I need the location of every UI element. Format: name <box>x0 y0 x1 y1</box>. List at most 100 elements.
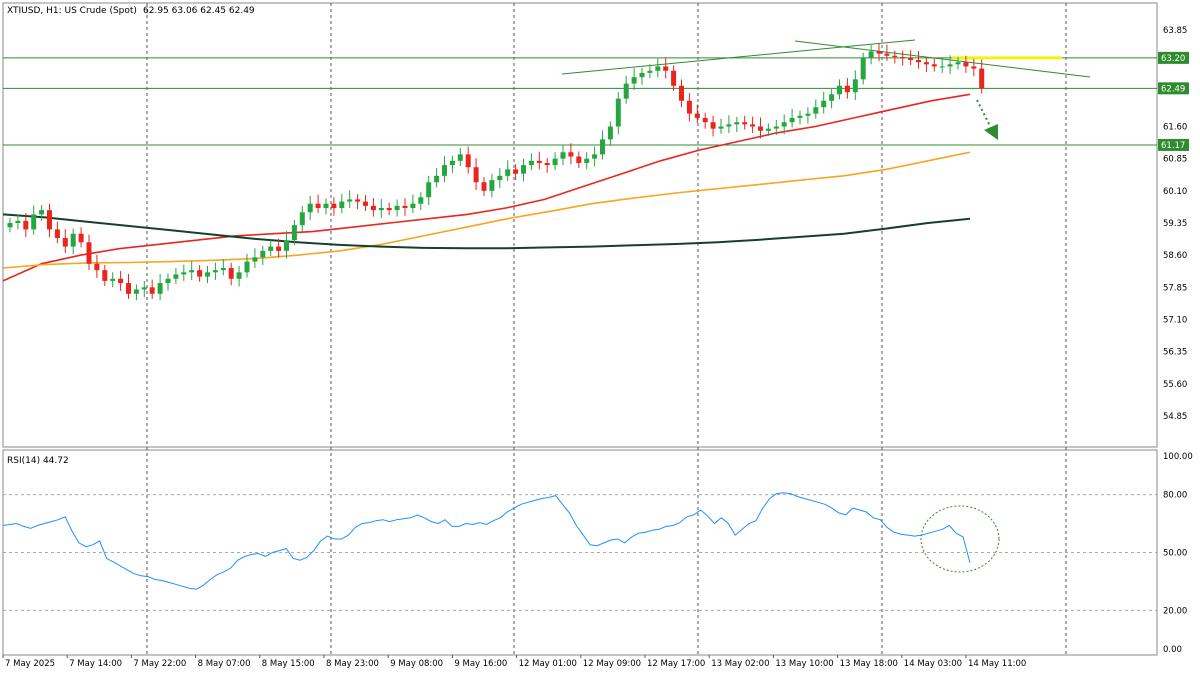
candle-body <box>331 203 337 208</box>
candle-body <box>355 199 361 202</box>
candle-body <box>173 274 179 279</box>
rsi-axis-label: 50.00 <box>1163 549 1187 559</box>
candle-body <box>916 60 921 63</box>
candle-body <box>23 220 29 230</box>
candle-body <box>473 167 479 183</box>
candle-body <box>7 223 13 228</box>
price-axis-label: 57.85 <box>1163 283 1187 293</box>
candle-body <box>70 233 76 247</box>
candle-body <box>165 278 171 284</box>
candle-body <box>789 117 795 123</box>
candle-body <box>284 240 289 251</box>
resistance-highlight <box>952 56 1062 60</box>
candle-body <box>860 57 866 80</box>
candle-body <box>323 203 329 208</box>
candle-body <box>900 57 906 59</box>
time-axis-label: 8 May 07:00 <box>198 659 251 669</box>
price-axis-label: 54.85 <box>1163 412 1187 422</box>
candle-body <box>710 122 716 129</box>
candle-body <box>307 203 313 213</box>
candle-body <box>315 203 321 208</box>
time-axis-label: 8 May 23:00 <box>326 659 379 669</box>
candle-body <box>679 85 684 101</box>
ema-orange-line <box>2 151 971 269</box>
candle-body <box>189 270 195 273</box>
candle-body <box>821 100 827 108</box>
time-axis-label: 13 May 10:00 <box>775 659 833 669</box>
candle-body <box>600 139 605 155</box>
candle-body <box>639 72 645 78</box>
candle-body <box>465 154 471 168</box>
candle-body <box>157 283 163 294</box>
price-tag-support: 61.17 <box>1161 141 1185 151</box>
candle-body <box>963 62 969 67</box>
candle-body <box>513 169 519 174</box>
candle-body <box>726 124 732 127</box>
candle-body <box>536 160 542 163</box>
time-axis-label: 14 May 11:00 <box>968 659 1026 669</box>
candle-body <box>758 126 763 131</box>
time-axis-label: 12 May 09:00 <box>583 659 641 669</box>
candle-body <box>426 182 432 198</box>
candle-body <box>481 182 487 191</box>
chart-ohlc: 62.95 63.06 62.45 62.49 <box>143 6 255 16</box>
time-axis-label: 7 May 22:00 <box>133 659 186 669</box>
candle-body <box>141 287 147 290</box>
time-axis-label: 9 May 08:00 <box>390 659 443 669</box>
candle-body <box>126 283 131 294</box>
chart-symbol: XTIUSD, H1: US Crude (Spot) <box>7 6 137 16</box>
time-axis-label: 7 May 14:00 <box>69 659 122 669</box>
candle-body <box>418 197 424 204</box>
time-axis-label: 7 May 2025 <box>5 659 55 669</box>
price-axis-label: 61.60 <box>1163 123 1187 133</box>
price-axis-label: 63.85 <box>1163 26 1187 36</box>
candle-body <box>521 165 526 174</box>
candle-body <box>742 122 748 125</box>
price-axis-label: 59.35 <box>1163 219 1187 229</box>
candle-body <box>647 70 653 73</box>
candle-body <box>955 62 961 65</box>
rsi-level-lines <box>3 494 1157 611</box>
annotations <box>920 99 1000 573</box>
candle-body <box>94 263 100 271</box>
candle-body <box>829 94 835 101</box>
candle-body <box>244 261 250 273</box>
candle-body <box>868 51 874 58</box>
candle-body <box>86 242 92 264</box>
candle-body <box>386 207 392 211</box>
candle-body <box>291 225 297 241</box>
candle-body <box>39 210 45 215</box>
candle-body <box>378 207 384 211</box>
candle-body <box>442 165 447 176</box>
candle-body <box>765 128 771 131</box>
candle-body <box>655 66 661 71</box>
candle-body <box>844 85 850 93</box>
time-axis-label: 14 May 03:00 <box>904 659 962 669</box>
price-axis-label: 58.60 <box>1163 251 1187 261</box>
candle-body <box>47 210 52 230</box>
candle-body <box>149 287 155 294</box>
arrow-head-icon <box>984 124 998 140</box>
price-tag-resistance: 63.20 <box>1161 54 1185 64</box>
candle-body <box>220 268 226 271</box>
time-axis-label: 12 May 17:00 <box>647 659 705 669</box>
candle-body <box>939 66 945 68</box>
rsi-highlight-ellipse <box>920 505 1000 573</box>
candle-body <box>252 257 258 262</box>
candle-body <box>544 162 550 166</box>
candle-body <box>734 122 740 125</box>
candle-body <box>212 270 218 273</box>
time-axis-label: 13 May 02:00 <box>711 659 769 669</box>
candle-body <box>370 205 376 211</box>
candle-body <box>773 126 779 129</box>
moving-averages <box>2 93 971 282</box>
candle-body <box>813 107 819 114</box>
candle-body <box>236 272 242 279</box>
candle-body <box>615 98 621 127</box>
rsi-axis: 100.00 80.00 50.00 20.00 0.00 <box>1163 452 1193 655</box>
candle-body <box>947 64 953 67</box>
candle-body <box>110 278 116 281</box>
candle-body <box>102 270 108 281</box>
candle-body <box>671 70 677 86</box>
